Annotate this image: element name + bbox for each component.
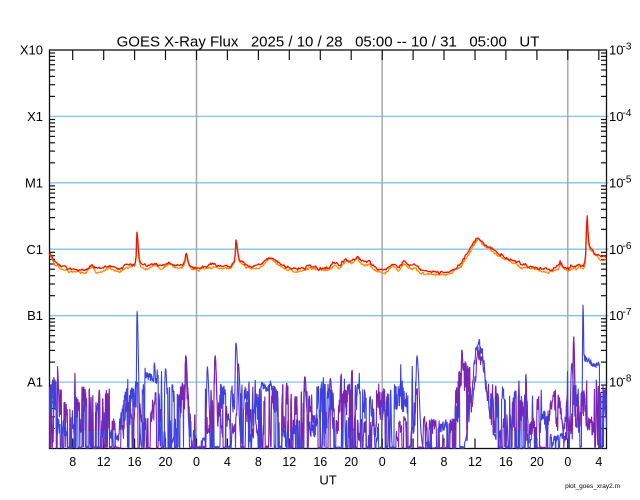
- svg-text:M1: M1: [25, 175, 43, 190]
- svg-text:-7: -7: [623, 307, 632, 318]
- svg-text:16: 16: [499, 455, 513, 469]
- svg-text:16: 16: [313, 455, 327, 469]
- svg-text:0: 0: [193, 455, 200, 469]
- svg-text:8: 8: [69, 455, 76, 469]
- svg-text:GOES X-Ray Flux 2025 / 10 /: GOES X-Ray Flux 2025 / 10 / 28 05:00 -- …: [117, 34, 540, 51]
- svg-text:10: 10: [609, 308, 623, 323]
- svg-text:10: 10: [609, 175, 623, 190]
- svg-text:4: 4: [410, 455, 417, 469]
- svg-text:10: 10: [609, 109, 623, 124]
- svg-text:-8: -8: [623, 374, 632, 385]
- svg-text:plot_goes_xray2.m: plot_goes_xray2.m: [565, 483, 620, 490]
- svg-text:-3: -3: [623, 42, 632, 53]
- svg-text:4: 4: [595, 455, 602, 469]
- svg-text:12: 12: [468, 455, 482, 469]
- svg-text:20: 20: [159, 455, 173, 469]
- svg-text:10: 10: [609, 375, 623, 390]
- svg-text:10: 10: [609, 242, 623, 257]
- svg-text:-5: -5: [623, 174, 632, 185]
- svg-text:4: 4: [224, 455, 231, 469]
- svg-text:-6: -6: [623, 241, 632, 252]
- svg-text:UT: UT: [319, 473, 336, 488]
- svg-text:B1: B1: [27, 308, 43, 323]
- svg-text:0: 0: [379, 455, 386, 469]
- svg-text:20: 20: [344, 455, 358, 469]
- svg-text:C1: C1: [26, 242, 43, 257]
- svg-text:X10: X10: [20, 43, 43, 58]
- svg-text:20: 20: [530, 455, 544, 469]
- svg-text:12: 12: [97, 455, 111, 469]
- svg-text:8: 8: [441, 455, 448, 469]
- svg-text:0: 0: [564, 455, 571, 469]
- svg-text:X1: X1: [27, 109, 43, 124]
- svg-text:10: 10: [609, 43, 623, 58]
- svg-text:-4: -4: [623, 108, 632, 119]
- svg-text:8: 8: [255, 455, 262, 469]
- svg-text:12: 12: [282, 455, 296, 469]
- svg-text:16: 16: [128, 455, 142, 469]
- svg-text:A1: A1: [27, 375, 43, 390]
